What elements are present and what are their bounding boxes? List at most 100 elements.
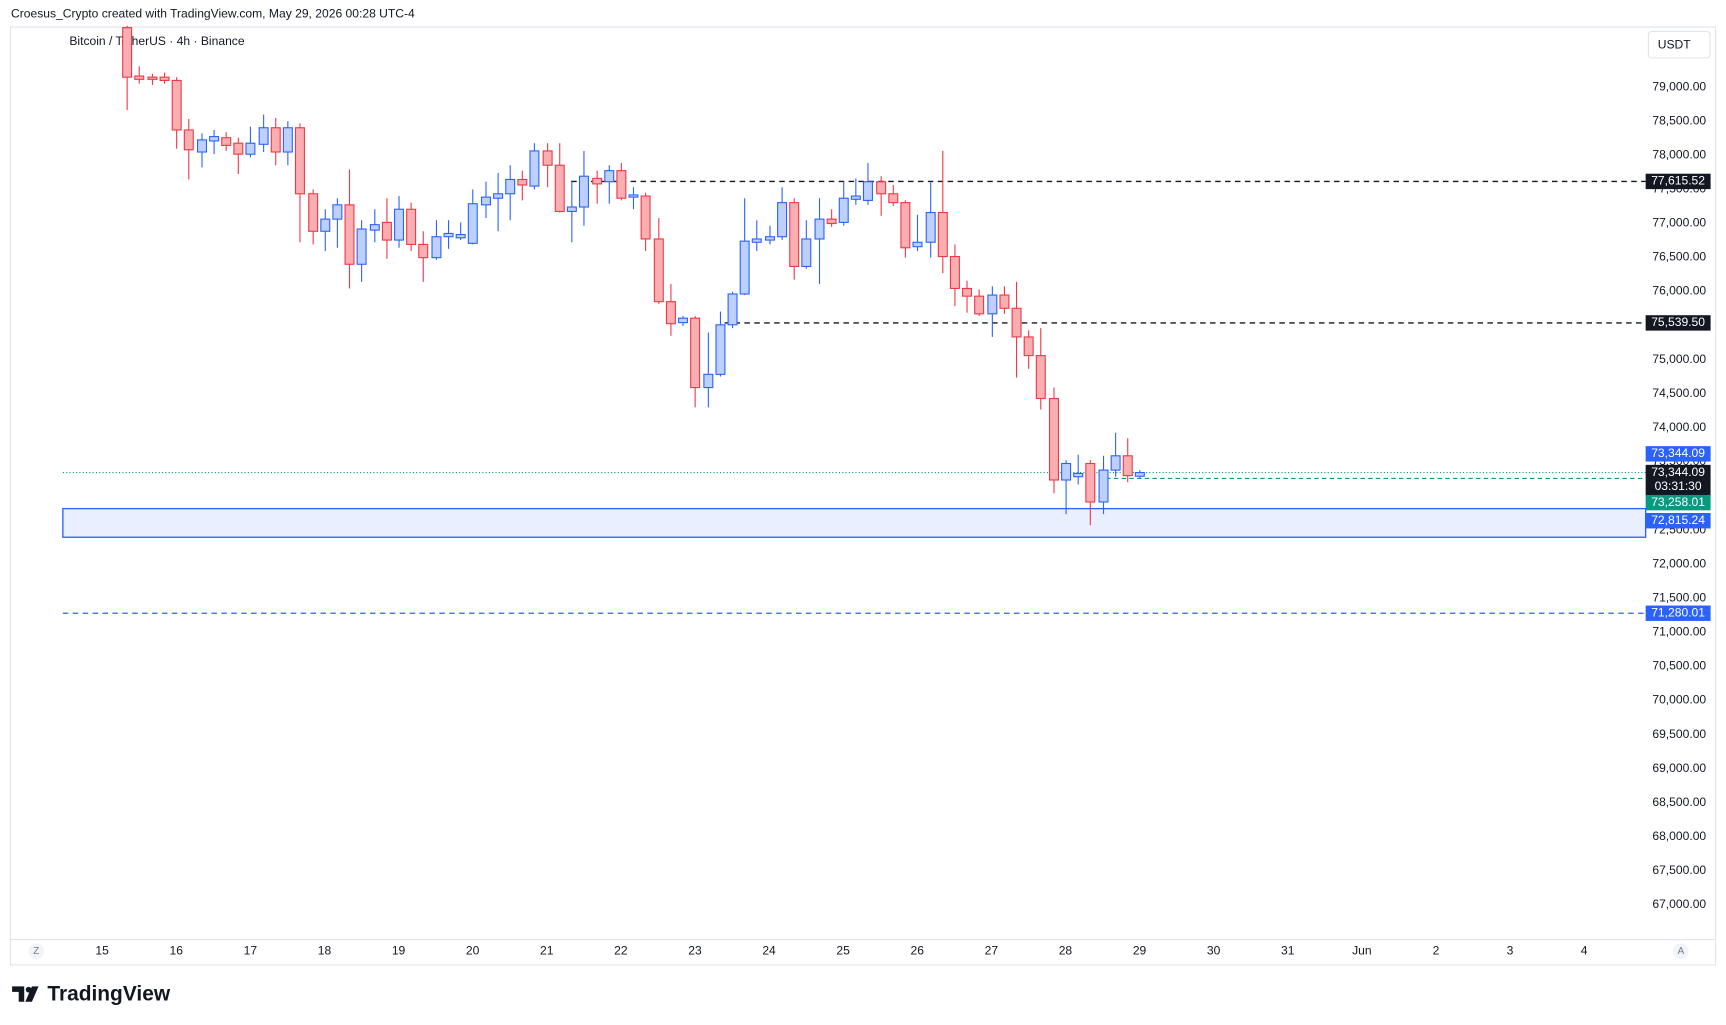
candle-body <box>529 150 540 187</box>
price-label-countdown: 03:31:30 <box>1655 479 1702 493</box>
chart-frame <box>9 26 1717 966</box>
candle-body <box>900 202 911 249</box>
x-tick-label: 2 <box>1433 943 1440 957</box>
candle-body <box>381 221 392 241</box>
y-tick-label: 69,000.00 <box>1652 761 1706 775</box>
candle-body <box>294 127 305 195</box>
logo-icon <box>12 986 39 1002</box>
candle-body <box>431 236 442 259</box>
candle-body <box>850 195 861 200</box>
x-tick-label: 20 <box>466 943 480 957</box>
candle-body <box>592 177 603 185</box>
candle-body <box>308 193 319 232</box>
zone-label-bg <box>1645 513 1711 529</box>
candle-body <box>1098 469 1109 503</box>
candle-body <box>1134 472 1145 477</box>
candle-body <box>1085 462 1096 503</box>
x-tick-label: 31 <box>1281 943 1295 957</box>
y-tick-label: 70,500.00 <box>1652 659 1706 673</box>
candle-body <box>653 238 664 303</box>
candle-body <box>493 193 504 199</box>
x-tick-label: 19 <box>392 943 406 957</box>
x-tick-label: 26 <box>911 943 925 957</box>
level-label: 77,615.52 <box>1651 174 1705 188</box>
y-tick-label: 71,500.00 <box>1652 590 1706 604</box>
candle-body <box>665 301 676 325</box>
candle-body <box>394 208 405 241</box>
y-tick-label: 67,500.00 <box>1652 863 1706 877</box>
candle-body <box>715 324 726 375</box>
auto-label: A <box>1678 946 1685 957</box>
candle-body <box>171 79 182 131</box>
candle-body <box>974 295 985 315</box>
currency-label: USDT <box>1658 37 1692 51</box>
candle-body <box>159 76 170 81</box>
candle-body <box>566 206 577 212</box>
candle-body <box>777 202 788 238</box>
y-tick-label: 74,500.00 <box>1652 386 1706 400</box>
y-tick-label: 69,500.00 <box>1652 727 1706 741</box>
candle-body <box>134 75 145 80</box>
y-tick-label: 74,000.00 <box>1652 420 1706 434</box>
x-tick-label: 21 <box>540 943 554 957</box>
y-tick-label: 78,500.00 <box>1652 113 1706 127</box>
candle-body <box>690 317 701 389</box>
y-tick-label: 76,500.00 <box>1652 250 1706 264</box>
logo-text: TradingView <box>47 983 171 1006</box>
y-tick-label: 79,000.00 <box>1652 79 1706 93</box>
candle-body <box>962 287 973 297</box>
candle-body <box>1073 472 1084 478</box>
candle-body <box>233 142 244 155</box>
level-label: 75,539.50 <box>1651 315 1705 329</box>
candle-body <box>925 211 936 243</box>
candle-body <box>480 196 491 206</box>
zoom-label: Z <box>33 946 39 957</box>
candle-body <box>1011 307 1022 338</box>
zoom-button[interactable] <box>28 943 45 959</box>
previous-label-bg <box>1645 494 1711 511</box>
x-tick-label: 29 <box>1133 943 1147 957</box>
candle-body <box>862 181 873 201</box>
candle-body <box>1110 455 1121 471</box>
candle-body <box>826 218 837 225</box>
candle-body <box>344 204 355 265</box>
candle-body <box>727 293 738 326</box>
candle-body <box>258 127 269 145</box>
x-tick-label: 27 <box>985 943 999 957</box>
y-tick-label: 72,000.00 <box>1652 556 1706 570</box>
candle-body <box>789 202 800 267</box>
price-label-top-bg <box>1645 446 1711 462</box>
candle-body <box>418 243 429 259</box>
y-tick-label: 67,000.00 <box>1652 897 1706 911</box>
candle-body <box>912 241 923 248</box>
candle-body <box>320 218 331 232</box>
level-label-bg <box>1645 315 1711 331</box>
candle-body <box>467 203 478 244</box>
candle-body <box>640 195 651 240</box>
zone <box>62 507 1647 538</box>
candle-body <box>1048 397 1059 481</box>
x-tick-label: 28 <box>1059 943 1073 957</box>
candle-body <box>949 256 960 290</box>
candle-body <box>937 211 948 258</box>
x-tick-label: Jun <box>1352 943 1372 957</box>
candle-body <box>801 238 812 267</box>
header: Croesus_Crypto created with TradingView.… <box>11 7 415 21</box>
candle-body <box>147 76 158 80</box>
x-tick-label: 3 <box>1507 943 1514 957</box>
candle-body <box>332 204 343 220</box>
candle-body <box>578 175 589 208</box>
currency-button[interactable] <box>1647 30 1711 59</box>
candle-body <box>282 127 293 153</box>
candle-body <box>876 181 887 195</box>
auto-button[interactable] <box>1673 943 1689 959</box>
candle-body <box>369 224 380 231</box>
x-tick-label: 4 <box>1581 943 1588 957</box>
candle-body <box>245 142 256 155</box>
candle-body <box>517 178 528 186</box>
y-tick-label: 71,000.00 <box>1652 625 1706 639</box>
candle-body <box>739 240 750 295</box>
candle-body <box>1035 355 1046 400</box>
candle-body <box>999 294 1010 309</box>
